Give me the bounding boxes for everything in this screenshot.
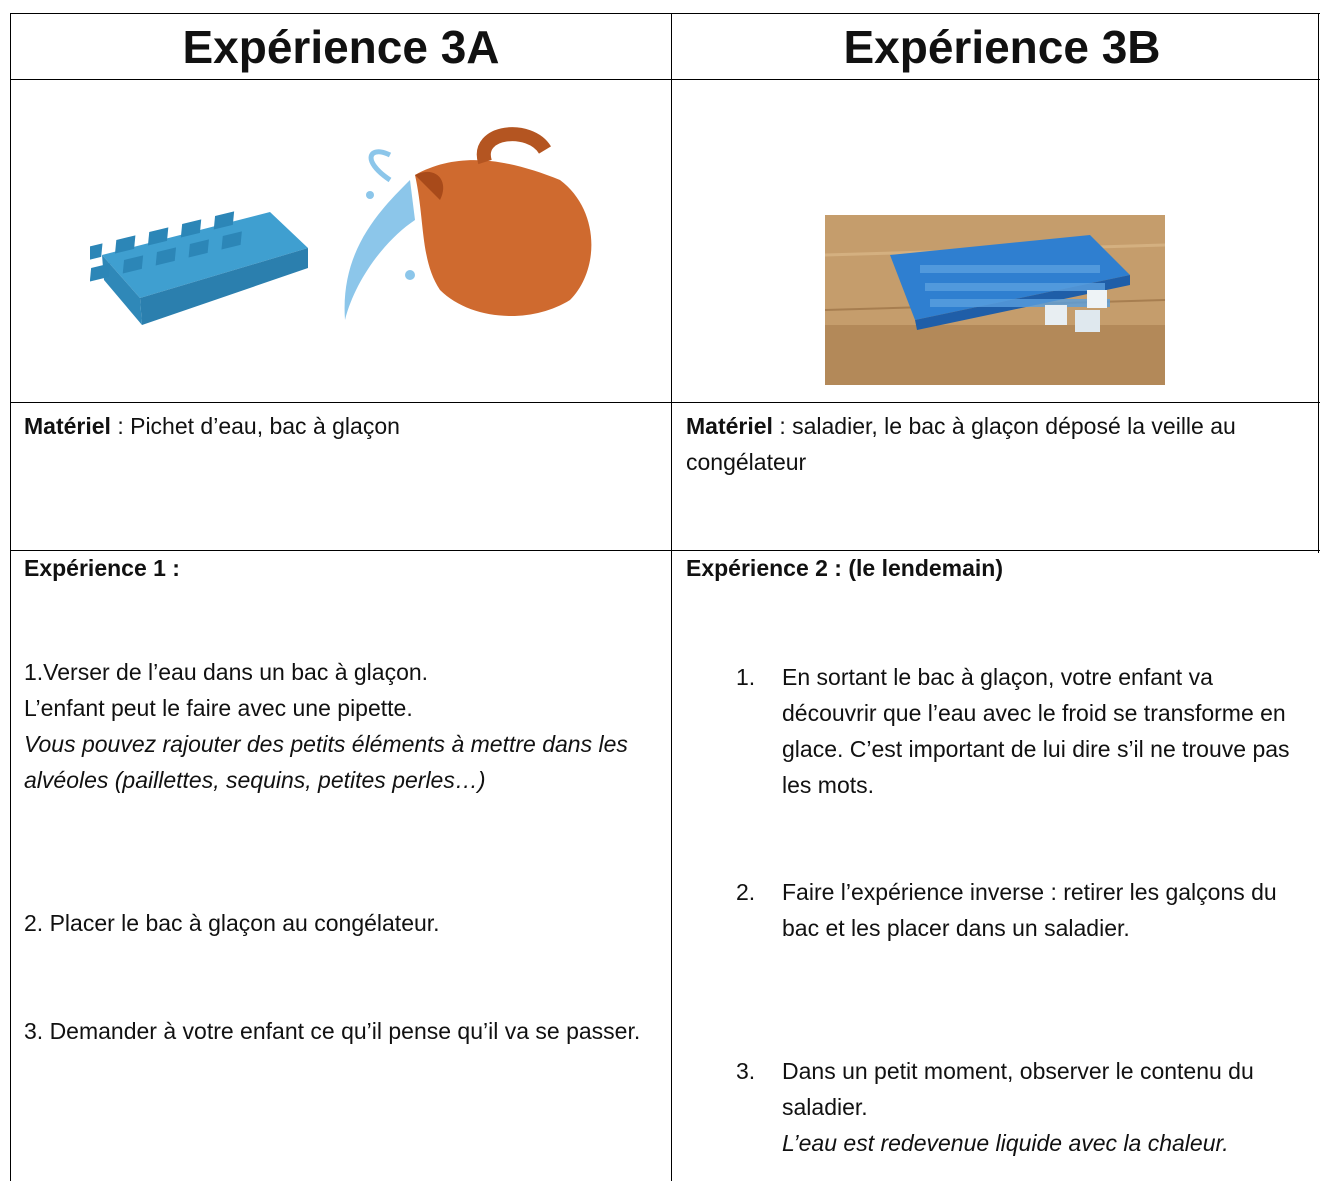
step-text: En sortant le bac à glaçon, votre enfant… (782, 664, 1290, 798)
border (1318, 13, 1319, 553)
material: Matériel : Pichet d’eau, bac à glaçon (24, 408, 664, 444)
note: L’eau est redevenue liquide avec la chal… (782, 1130, 1229, 1156)
border (10, 402, 1320, 403)
column-title: Expérience 3A (182, 21, 500, 73)
material-text: : Pichet d’eau, bac à glaçon (110, 413, 400, 439)
experiment-title: Expérience 2 : (le lendemain) (686, 555, 1004, 581)
paragraph: 3. Demander à votre enfant ce qu’il pens… (24, 1013, 654, 1049)
step-text: Faire l’expérience inverse : retirer les… (782, 879, 1277, 941)
material-label: Matériel (686, 413, 773, 439)
text-line: L’enfant peut le faire avec une pipette. (24, 695, 413, 721)
illustration-photo (825, 215, 1165, 385)
material: Matériel : saladier, le bac à glaçon dép… (686, 408, 1311, 480)
step: Dans un petit moment, observer le conten… (782, 1053, 1312, 1161)
step-text: Dans un petit moment, observer le conten… (782, 1058, 1254, 1120)
material-text: : saladier, le bac à glaçon déposé la ve… (686, 413, 1236, 475)
border (10, 550, 1320, 551)
note: Vous pouvez rajouter des petits éléments… (24, 731, 628, 793)
illustration-tray-pitcher (90, 127, 592, 325)
text-line: 2. Placer le bac à glaçon au congélateur… (24, 910, 440, 936)
paragraph: 1.Verser de l’eau dans un bac à glaçon. … (24, 654, 664, 798)
experiment-title: Expérience 1 : (24, 555, 180, 581)
border (671, 13, 672, 1181)
border (10, 13, 11, 1181)
step-number: 3. (736, 1058, 756, 1084)
text-line: 1.Verser de l’eau dans un bac à glaçon. (24, 659, 429, 685)
border (10, 79, 1320, 80)
step-number: 1. (736, 664, 756, 690)
column-title: Expérience 3B (843, 21, 1161, 73)
text-line: 3. Demander à votre enfant ce qu’il pens… (24, 1018, 641, 1044)
step-number: 2. (736, 879, 756, 905)
border (10, 13, 1320, 14)
paragraph: 2. Placer le bac à glaçon au congélateur… (24, 905, 664, 941)
material-label: Matériel (24, 413, 111, 439)
